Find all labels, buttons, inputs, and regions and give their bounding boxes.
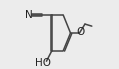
Text: O: O xyxy=(76,27,84,37)
Text: HO: HO xyxy=(35,58,51,68)
Text: N: N xyxy=(25,10,33,20)
